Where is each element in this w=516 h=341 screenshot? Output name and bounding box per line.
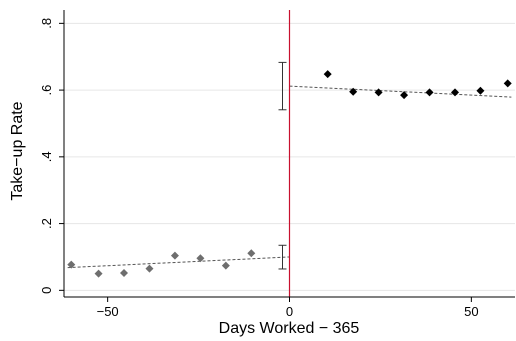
y-tick-label: .6	[39, 85, 54, 96]
data-point-right	[476, 86, 485, 95]
data-point-right	[349, 87, 358, 96]
y-tick-label: .4	[39, 151, 54, 162]
axes: 0 .2 .4 .6 .8 −50 0 50	[39, 10, 515, 319]
data-point-left	[67, 260, 76, 269]
data-point-right	[400, 91, 409, 100]
confidence-intervals	[278, 61, 287, 270]
y-axis-title: Take−up Rate	[9, 101, 26, 200]
y-tick-label: 0	[39, 287, 54, 294]
x-axis-title: Days Worked − 365	[219, 320, 360, 337]
data-point-left	[94, 269, 103, 278]
confidence-interval-left	[278, 244, 287, 270]
data-point-left	[247, 249, 256, 258]
data-point-right	[450, 88, 459, 97]
x-tick-label: 50	[464, 304, 478, 319]
x-tick-label: 0	[286, 304, 293, 319]
x-tick-label: −50	[97, 304, 119, 319]
data-point-right	[503, 79, 512, 88]
confidence-interval-right	[278, 61, 287, 111]
data-point-left	[196, 254, 205, 263]
fit-line-right	[289, 85, 512, 98]
data-point-left	[170, 251, 179, 260]
data-point-right	[323, 70, 332, 79]
data-point-left	[120, 268, 129, 277]
data-point-right	[374, 88, 383, 97]
data-points	[67, 70, 512, 278]
fit-line-left	[67, 256, 290, 269]
y-tick-label: .8	[39, 18, 54, 29]
data-point-right	[425, 88, 434, 97]
data-point-left	[145, 264, 154, 273]
fit-lines	[67, 85, 512, 269]
y-tick-label: .2	[39, 218, 54, 229]
data-point-left	[221, 261, 230, 270]
